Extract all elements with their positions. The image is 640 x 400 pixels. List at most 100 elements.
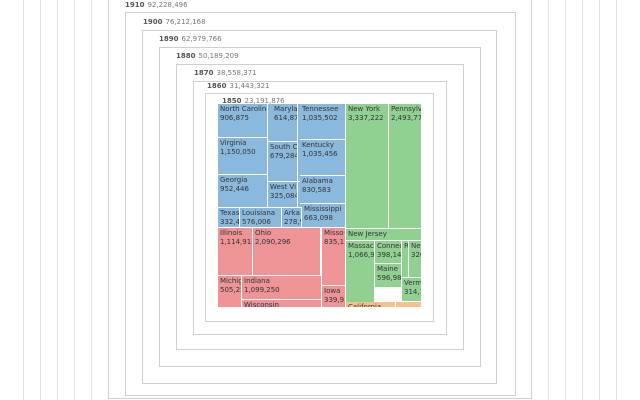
state-population: 1,035,456 — [302, 150, 338, 158]
census-frame-1870 — [176, 64, 464, 350]
census-total: 38,558,371 — [216, 69, 257, 77]
census-frame-1860 — [193, 81, 447, 335]
state-tile-oregon[interactable] — [396, 302, 422, 308]
state-population: 314,1 — [404, 288, 421, 296]
state-name: Louisiana — [242, 209, 276, 217]
state-name: Alabama — [302, 177, 333, 185]
state-population: 2,493,770 — [391, 114, 422, 122]
census-total: 23,191,876 — [244, 97, 285, 105]
state-tile-maryland[interactable]: Marylan614,87 — [272, 104, 298, 142]
state-name: Arka — [284, 209, 300, 217]
state-name: Virginia — [220, 139, 247, 147]
state-population: 505,25 — [220, 286, 241, 294]
state-population: 1,114,915 — [220, 238, 253, 246]
state-tile-iowa[interactable]: Iowa 339,9 — [322, 286, 346, 308]
census-label-1910: 1910 92,228,496 — [125, 1, 188, 10]
state-population: 339,9 — [324, 296, 345, 304]
census-label-1900: 1900 76,212,168 — [143, 18, 206, 27]
state-tile-mississippi[interactable]: Mississippi 663,098 — [302, 204, 346, 228]
state-name: California — [348, 303, 382, 308]
state-population: 398,14 — [377, 251, 402, 259]
census-frame-1890 — [142, 30, 497, 384]
state-population: 663,098 — [304, 214, 333, 222]
census-year: 1880 — [176, 52, 196, 60]
state-tile-rhode-island[interactable]: R — [402, 241, 409, 278]
state-tile-massachusetts[interactable]: Massach1,066,9 — [346, 241, 375, 308]
state-name: New Jersey — [348, 230, 387, 238]
state-tile-new-york[interactable]: New York 3,337,222 — [346, 104, 389, 229]
census-year: 1890 — [159, 35, 179, 43]
state-name: South C — [270, 143, 298, 151]
census-label-1860: 1860 31,443,321 — [207, 82, 270, 91]
state-tile-alabama[interactable]: Alabama 830,583 — [300, 176, 346, 204]
state-population: 3,337,222 — [348, 114, 384, 122]
state-population: 1,150,050 — [220, 148, 256, 156]
census-frame-1900 — [125, 12, 516, 396]
state-name: North Carolina — [220, 105, 268, 113]
state-name: Massach — [348, 242, 374, 250]
census-label-1870: 1870 38,558,371 — [194, 69, 257, 78]
state-tile-georgia[interactable]: Georgia 952,446 — [218, 175, 268, 208]
state-name: Connec — [377, 242, 402, 250]
state-name: Iowa — [324, 287, 341, 295]
outer-frame — [57, 0, 583, 400]
state-population: 576,006 — [242, 218, 271, 226]
state-name: R — [404, 242, 409, 250]
state-tile-kentucky[interactable]: Kentucky 1,035,456 — [300, 140, 346, 176]
state-tile-indiana[interactable]: Indiana 1,099,250 — [242, 276, 322, 300]
state-tile-south-carolina[interactable]: South C 679,284 — [268, 142, 298, 182]
state-tile-new-jersey[interactable]: New Jersey — [346, 229, 422, 241]
outer-frame — [74, 0, 566, 400]
state-name: Verm — [404, 279, 422, 287]
state-name: Marylan — [274, 105, 298, 113]
outer-frame — [40, 0, 600, 400]
census-year: 1860 — [207, 82, 227, 90]
state-name: Georgia — [220, 176, 248, 184]
state-name: West Vi — [270, 183, 297, 191]
state-population: 906,875 — [220, 114, 249, 122]
state-tile-virginia[interactable]: Virginia 1,150,050 — [218, 138, 268, 175]
census-total: 50,189,209 — [198, 52, 239, 60]
census-label-1880: 1880 50,189,209 — [176, 52, 239, 61]
state-tile-ohio[interactable]: Ohio 2,090,296 — [253, 228, 321, 276]
outer-frame — [91, 0, 549, 400]
state-population: 1,066,9 — [348, 251, 375, 259]
state-population: 596,98 — [377, 274, 402, 282]
state-tile-illinois[interactable]: Illinois 1,114,915 — [218, 228, 253, 276]
state-tile-maine[interactable]: Maine 596,98 — [375, 264, 402, 288]
census-label-1890: 1890 62,979,766 — [159, 35, 222, 44]
state-tile-pennsylvania[interactable]: Pennsylva2,493,770 — [389, 104, 422, 229]
state-name: Mississippi — [304, 205, 342, 213]
state-population: 952,446 — [220, 185, 249, 193]
state-tile-north-carolina[interactable]: North Carolina 906,875 — [218, 104, 268, 138]
state-population: 679,284 — [270, 152, 298, 160]
state-name: Texas — [220, 209, 240, 217]
census-year: 1850 — [222, 97, 242, 105]
state-population: 830,583 — [302, 186, 331, 194]
state-tile-wisconsin[interactable]: Wisconsin — [242, 300, 322, 308]
state-name: New York — [348, 105, 381, 113]
state-name: Pennsylva — [391, 105, 422, 113]
treemap-1850: North Carolina 906,875 Virginia 1,150,050 Ge… — [218, 104, 422, 308]
census-year: 1870 — [194, 69, 214, 77]
state-population: 332,4 — [220, 218, 240, 226]
state-population: 835,1 — [324, 238, 345, 246]
state-population: 614,87 — [274, 114, 298, 122]
outer-frame — [23, 0, 617, 400]
state-tile-tennessee[interactable]: Tennessee 1,035,502 — [300, 104, 346, 140]
state-tile-louisiana[interactable]: Louisiana 576,006 — [240, 208, 282, 228]
state-name: Maine — [377, 265, 399, 273]
census-frame-1880 — [159, 47, 481, 367]
state-tile-california[interactable]: California — [346, 302, 396, 308]
state-population: 278,9 — [284, 218, 301, 226]
state-tile-new-hampshire[interactable]: Nev320 — [409, 241, 422, 278]
state-tile-connecticut[interactable]: Connec 398,14 — [375, 241, 402, 264]
state-population: 1,099,250 — [244, 286, 280, 294]
state-tile-west-virginia[interactable]: West Vi 325,084 — [268, 182, 298, 208]
state-tile-texas[interactable]: Texas 332,4 — [218, 208, 240, 228]
state-tile-missouri[interactable]: Misso 835,1 — [322, 228, 346, 286]
